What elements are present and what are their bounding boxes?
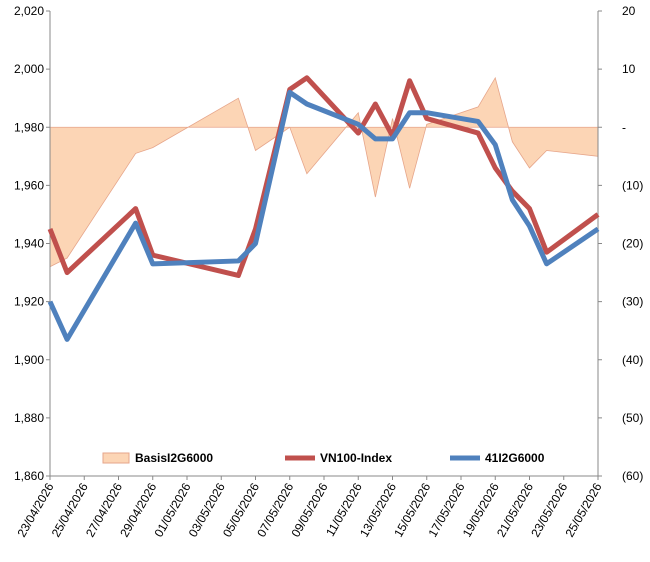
- y2-tick-label: (30): [622, 295, 643, 309]
- y-tick-label: 1,880: [14, 411, 44, 425]
- y-tick-label: 1,980: [14, 120, 44, 134]
- area: [49, 76, 599, 268]
- y-tick-label: 1,920: [14, 295, 44, 309]
- legend-swatch: [102, 452, 130, 464]
- y-tick-label: 1,940: [14, 237, 44, 251]
- y2-tick-label: 20: [622, 4, 636, 18]
- y-tick-label: 1,860: [14, 469, 44, 483]
- legend-label: BasisI2G6000: [135, 451, 213, 465]
- y-tick-label: 2,000: [14, 62, 44, 76]
- y2-tick-label: (60): [622, 469, 643, 483]
- y-tick-label: 1,960: [14, 178, 44, 192]
- y2-tick-label: 10: [622, 62, 636, 76]
- y-tick-label: 2,020: [14, 4, 44, 18]
- y2-tick-label: -: [622, 120, 626, 134]
- y2-tick-label: (10): [622, 178, 643, 192]
- y-tick-label: 1,900: [14, 353, 44, 367]
- y2-tick-label: (50): [622, 411, 643, 425]
- y2-tick-label: (20): [622, 237, 643, 251]
- line: [47, 75, 600, 278]
- legend-label: 41I2G6000: [485, 451, 545, 465]
- y2-tick-label: (40): [622, 353, 643, 367]
- line: [47, 89, 600, 342]
- legend-label: VN100-Index: [320, 451, 392, 465]
- legend: BasisI2G6000 VN100-Index 41I2G6000: [102, 451, 545, 465]
